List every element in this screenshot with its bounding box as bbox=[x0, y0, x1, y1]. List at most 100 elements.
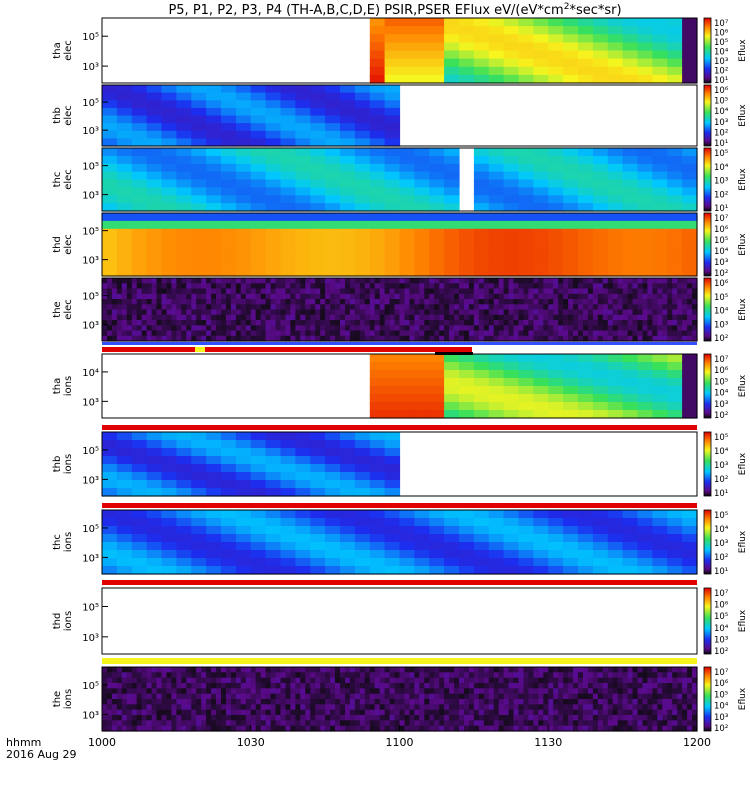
spectrogram-cell bbox=[503, 320, 510, 326]
spectrogram-cell bbox=[161, 518, 177, 527]
spectrogram-cell bbox=[310, 699, 316, 705]
spectrogram-cell bbox=[146, 693, 153, 700]
spectrogram-cell bbox=[612, 699, 619, 705]
spectrogram-cell bbox=[364, 715, 371, 721]
spectrogram-cell bbox=[548, 709, 554, 716]
spectrogram-cell bbox=[221, 688, 227, 695]
spectrogram-cell bbox=[622, 410, 639, 419]
spectrogram-cell bbox=[578, 283, 584, 290]
spectrogram-cell bbox=[538, 335, 544, 342]
spectrogram-cell bbox=[369, 320, 376, 326]
spectrogram-cell bbox=[116, 472, 133, 481]
spectrogram-cell bbox=[677, 677, 683, 684]
spectrogram-cell bbox=[677, 304, 683, 311]
spectrogram-cell bbox=[454, 667, 460, 673]
spectrogram-cell bbox=[528, 330, 534, 337]
spectrogram-cell bbox=[300, 283, 306, 290]
spectrogram-cell bbox=[310, 309, 316, 316]
spectrogram-cell bbox=[295, 123, 311, 132]
spectrogram-cell bbox=[424, 309, 430, 316]
spectrogram-cell bbox=[592, 293, 599, 300]
spectrogram-cell bbox=[384, 672, 391, 679]
spectrogram-cell bbox=[389, 693, 396, 700]
spectrogram-cell bbox=[310, 107, 326, 117]
spectrogram-cell bbox=[265, 704, 272, 711]
spectrogram-cell bbox=[414, 304, 420, 311]
spectrogram-cell bbox=[444, 288, 450, 295]
spectrogram-cell bbox=[583, 672, 589, 679]
spectrogram-cell bbox=[444, 203, 460, 212]
spectrogram-cell bbox=[206, 171, 222, 181]
spectrogram-cell bbox=[493, 693, 500, 700]
spectrogram-cell bbox=[310, 213, 326, 222]
spectrogram-cell bbox=[459, 378, 475, 387]
spectrogram-cell bbox=[607, 42, 624, 52]
spectrogram-cell bbox=[573, 672, 579, 679]
spectrogram-cell bbox=[553, 683, 559, 689]
spectrogram-cell bbox=[602, 293, 609, 300]
spectrogram-cell bbox=[647, 330, 653, 337]
spectrogram-cell bbox=[607, 683, 614, 689]
spectrogram-cell bbox=[667, 50, 683, 60]
spectrogram-cell bbox=[161, 432, 177, 441]
spectrogram-cell bbox=[449, 688, 455, 695]
spectrogram-cell bbox=[191, 171, 207, 181]
spectrogram-cell bbox=[399, 26, 415, 35]
spectrogram-cell bbox=[116, 179, 133, 188]
spectrogram-cell bbox=[340, 667, 346, 673]
spectrogram-cell bbox=[235, 163, 252, 173]
spectrogram-cell bbox=[389, 314, 396, 321]
spectrogram-cell bbox=[141, 688, 148, 695]
colorbar-tick-label: 10¹ bbox=[714, 76, 728, 86]
spectrogram-cell bbox=[369, 130, 386, 139]
spectrogram-cell bbox=[221, 299, 227, 305]
spectrogram-cell bbox=[459, 335, 465, 342]
spectrogram-cell bbox=[201, 699, 207, 705]
spectrogram-cell bbox=[677, 725, 683, 732]
spectrogram-cell bbox=[488, 260, 505, 269]
spectrogram-cell bbox=[116, 138, 133, 147]
xtick-label: 1000 bbox=[88, 736, 116, 749]
spectrogram-cell bbox=[548, 672, 554, 679]
spectrogram-cell bbox=[578, 213, 594, 222]
spectrogram-cell bbox=[166, 699, 173, 705]
spectrogram-cell bbox=[280, 534, 296, 543]
spectrogram-cell bbox=[573, 314, 579, 321]
spectrogram-cell bbox=[186, 715, 192, 721]
spectrogram-cell bbox=[548, 378, 564, 387]
spectrogram-cell bbox=[221, 440, 237, 449]
spectrogram-cell bbox=[592, 378, 609, 387]
spectrogram-cell bbox=[518, 667, 525, 673]
spectrogram-cell bbox=[102, 163, 118, 173]
spectrogram-cell bbox=[459, 278, 465, 284]
spectrogram-cell bbox=[518, 325, 525, 332]
spectrogram-cell bbox=[325, 107, 341, 117]
spectrogram-cell bbox=[369, 288, 376, 295]
spectrogram-cell bbox=[523, 304, 530, 311]
spectrogram-cell bbox=[682, 278, 688, 284]
spectrogram-cell bbox=[632, 293, 639, 300]
spectrogram-cell bbox=[305, 699, 311, 705]
spectrogram-cell bbox=[597, 283, 604, 290]
spectrogram-cell bbox=[652, 402, 668, 411]
spectrogram-cell bbox=[578, 50, 594, 60]
spectrogram-cell bbox=[677, 693, 683, 700]
spectrogram-cell bbox=[424, 672, 430, 679]
spectrogram-cell bbox=[156, 720, 163, 727]
spectrogram-cell bbox=[226, 667, 232, 673]
spectrogram-cell bbox=[592, 220, 609, 230]
spectrogram-cell bbox=[211, 314, 217, 321]
spectrogram-cell bbox=[345, 677, 351, 684]
spectrogram-cell bbox=[687, 672, 693, 679]
spectrogram-cell bbox=[607, 677, 614, 684]
spectrogram-cell bbox=[201, 704, 207, 711]
spectrogram-cell bbox=[191, 456, 207, 465]
spectrogram-cell bbox=[310, 432, 326, 441]
spectrogram-cell bbox=[637, 518, 653, 527]
spectrogram-cell bbox=[221, 283, 227, 290]
spectrogram-cell bbox=[563, 18, 579, 27]
spectrogram-cell bbox=[250, 448, 267, 457]
spectrogram-cell bbox=[340, 220, 356, 230]
spectrogram-cell bbox=[652, 558, 668, 567]
